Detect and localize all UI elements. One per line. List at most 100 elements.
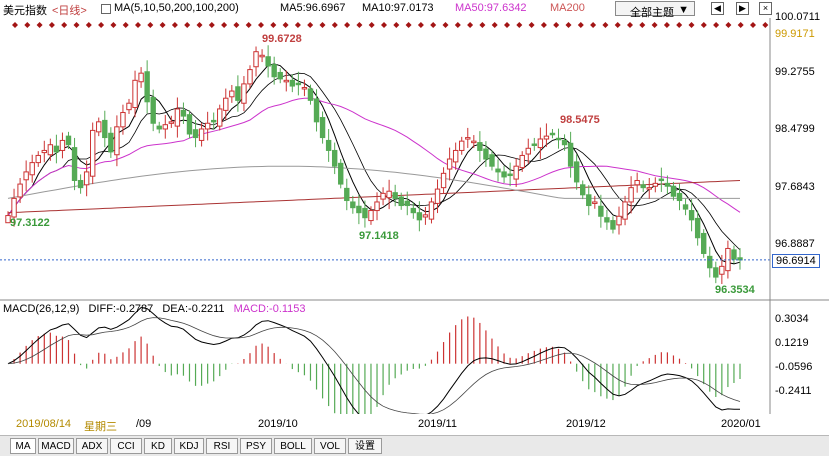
event-marker-icon: [12, 22, 18, 28]
candle: [17, 177, 23, 204]
candle-body: [41, 149, 47, 154]
candle-body: [670, 185, 677, 197]
candle-body: [156, 125, 162, 130]
chevron-down-icon: ▼: [678, 4, 689, 16]
event-marker-icon: [442, 22, 449, 28]
candle-body: [555, 137, 562, 141]
macd-value: MACD:-0.1153: [233, 303, 306, 315]
price-tick: 100.0711: [775, 11, 821, 23]
candle-body: [283, 79, 289, 83]
candle: [434, 179, 441, 214]
candle: [380, 187, 386, 206]
candle-body: [452, 149, 459, 163]
candle: [513, 158, 519, 187]
candle: [719, 254, 725, 284]
macd-tick: 0.1219: [775, 337, 809, 349]
candle: [210, 112, 217, 130]
date-axis: 2019/08/14 星期三 /09 2019/10 2019/11 2019/…: [0, 414, 829, 434]
candle: [628, 176, 634, 214]
event-markers: [12, 22, 769, 28]
tab-rsi[interactable]: RSI: [206, 438, 238, 454]
tab-kd[interactable]: KD: [144, 438, 172, 454]
macd-diff-line: [7, 306, 740, 414]
tab-ma[interactable]: MA: [10, 438, 36, 454]
candle-body: [688, 210, 695, 221]
ma200-label: MA200: [550, 2, 585, 14]
next-arrow-icon[interactable]: ▶: [736, 2, 749, 15]
event-marker-icon: [688, 22, 695, 28]
ma50-value: MA50:97.6342: [455, 2, 527, 14]
candle: [144, 60, 150, 114]
candle-body: [338, 162, 344, 185]
event-marker-icon: [24, 22, 31, 28]
macd-tick: -0.0596: [775, 361, 813, 373]
candle-body: [204, 122, 211, 130]
candle: [640, 180, 646, 192]
candle-body: [701, 232, 707, 254]
candle: [114, 115, 120, 167]
candle-body: [676, 192, 683, 202]
tab-macd[interactable]: MACD: [38, 438, 74, 454]
price-chart[interactable]: [0, 18, 829, 414]
macd-diff-value: DIFF:-0.2787: [88, 303, 154, 315]
price-tick: 99.2755: [775, 66, 815, 78]
prev-arrow-icon[interactable]: ◀: [711, 2, 724, 15]
candle-body: [289, 79, 296, 87]
candle: [174, 97, 181, 138]
tab-settings[interactable]: 设置: [348, 438, 382, 454]
candle: [646, 177, 652, 199]
candle: [295, 71, 302, 96]
candle: [331, 142, 338, 175]
candle: [555, 128, 562, 149]
candle-body: [549, 132, 556, 136]
macd-panel: [7, 306, 741, 414]
candle: [446, 147, 453, 181]
candle-body: [144, 71, 150, 103]
event-marker-icon: [479, 22, 486, 28]
macd-params: MACD(26,12,9): [3, 303, 80, 315]
close-icon[interactable]: ×: [759, 2, 772, 15]
event-marker-icon: [184, 22, 191, 28]
event-marker-icon: [356, 22, 363, 28]
tab-boll[interactable]: BOLL: [274, 438, 312, 454]
candle-body: [664, 182, 671, 187]
candle: [737, 248, 743, 270]
candle: [277, 68, 283, 84]
theme-dropdown[interactable]: 全部主题 ▼: [615, 1, 695, 19]
candle: [652, 177, 659, 193]
candle-body: [440, 172, 447, 189]
candle: [501, 165, 507, 184]
event-marker-icon: [467, 22, 474, 28]
event-marker-icon: [282, 22, 289, 28]
candle: [229, 84, 235, 103]
candle-body: [483, 148, 489, 160]
tab-adx[interactable]: ADX: [76, 438, 108, 454]
event-marker-icon: [159, 22, 166, 28]
candle: [489, 150, 495, 171]
candle: [29, 154, 35, 183]
candle-body: [35, 154, 41, 164]
price-tick: 98.4799: [775, 123, 815, 135]
candle: [604, 209, 610, 230]
candle-body: [362, 207, 368, 219]
candle-body: [682, 204, 689, 210]
event-marker-icon: [344, 22, 351, 28]
theme-dropdown-label: 全部主题: [630, 7, 674, 19]
candle: [108, 127, 114, 158]
tab-cci[interactable]: CCI: [110, 438, 142, 454]
ma100-line: [7, 165, 740, 199]
candle: [247, 65, 253, 89]
candle-body: [17, 183, 23, 198]
ma-toggle-checkbox[interactable]: [101, 4, 111, 14]
event-marker-icon: [368, 22, 375, 28]
candle-body: [331, 149, 338, 167]
tab-vol[interactable]: VOL: [314, 438, 346, 454]
event-marker-icon: [565, 22, 572, 28]
current-price-tag: 96.6914: [772, 254, 820, 268]
period-selector[interactable]: <日线>: [52, 5, 87, 17]
candle-body: [519, 154, 525, 169]
tab-psy[interactable]: PSY: [240, 438, 272, 454]
candle-body: [561, 139, 568, 146]
candle: [350, 195, 356, 214]
tab-kdj[interactable]: KDJ: [174, 438, 204, 454]
